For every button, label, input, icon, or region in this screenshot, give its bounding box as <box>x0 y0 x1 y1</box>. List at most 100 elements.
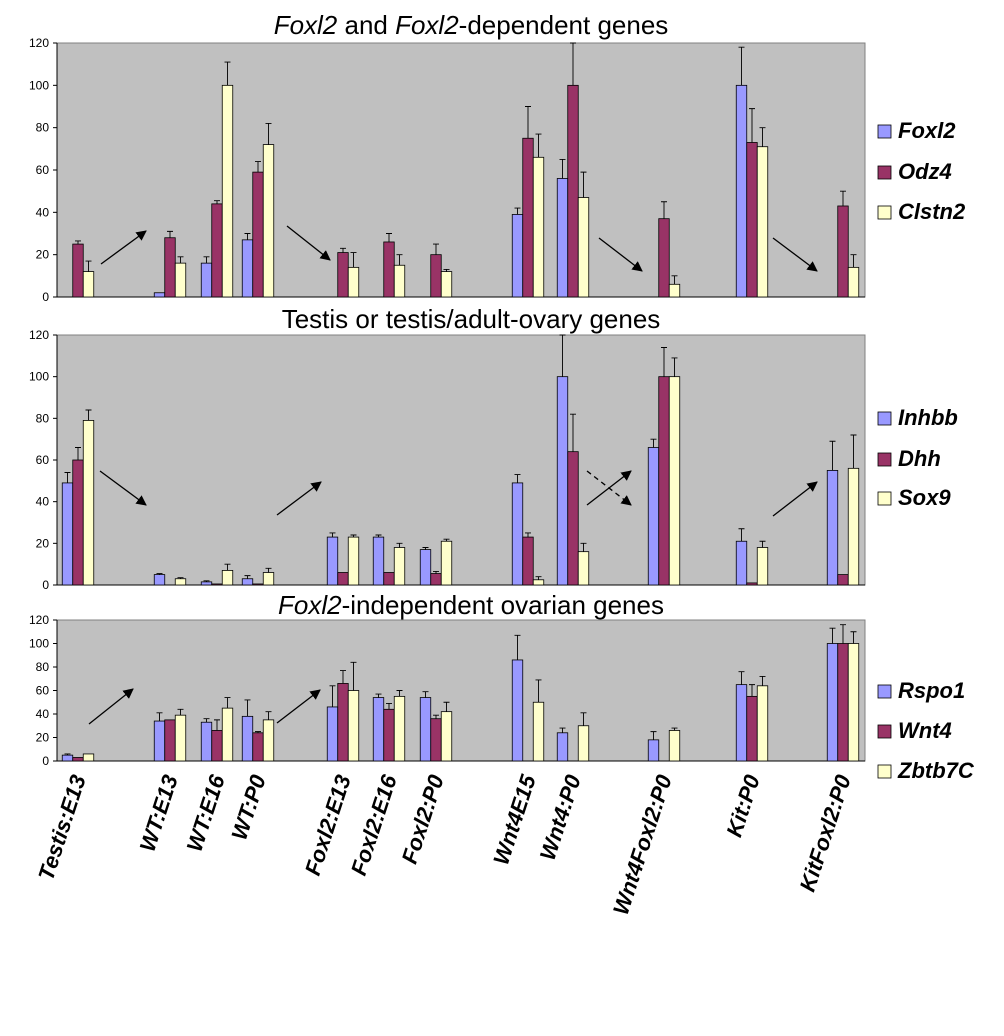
error-bar <box>671 275 678 285</box>
error-bar <box>265 122 272 145</box>
error-bar <box>759 127 766 147</box>
bar-foxl2-wnt4e15 <box>511 214 524 298</box>
error-bar <box>535 133 542 158</box>
error-bar <box>422 547 429 550</box>
bar-sox9-kitfoxl2-p0 <box>847 467 860 586</box>
bar-odz4-kit-p0 <box>746 142 758 298</box>
error-bar <box>214 719 220 731</box>
error-bar <box>559 727 566 733</box>
error-bar <box>738 671 745 685</box>
bar-rspo1-wnt4-p0 <box>556 732 569 762</box>
error-bar <box>514 634 521 660</box>
y-tick-label: 40 <box>36 205 50 219</box>
error-bar <box>433 714 439 719</box>
bar-inhbb-foxl2-e13 <box>326 536 339 586</box>
error-bar <box>214 200 220 204</box>
bar-foxl2-wt-e13 <box>153 292 166 298</box>
arrow <box>772 481 818 517</box>
y-tick-label: 0 <box>42 578 49 592</box>
y-tick-label: 20 <box>36 731 50 745</box>
y-tick-label: 0 <box>42 290 49 304</box>
legend-label: Sox9 <box>898 485 951 510</box>
bar-zbtb7c-wt-e13 <box>174 714 187 762</box>
bar-inhbb-wnt4foxl2-p0 <box>647 447 660 586</box>
category-label: Wnt4:P0 <box>535 771 586 863</box>
legend-label: Wnt4 <box>898 718 952 743</box>
error-bar <box>156 573 163 575</box>
error-bar <box>433 571 439 574</box>
error-bar <box>443 538 450 542</box>
error-bar <box>749 684 755 697</box>
error-bar <box>340 670 346 684</box>
panel-title: Testis or testis/adult-ovary genes <box>282 304 661 334</box>
error-bar <box>650 731 657 740</box>
error-bar <box>422 691 429 698</box>
y-tick-label: 60 <box>36 684 50 698</box>
y-tick-label: 40 <box>36 495 50 509</box>
bar-odz4-wt-e16 <box>211 203 223 298</box>
error-bar <box>525 106 531 139</box>
bar-dhh-wt-p0 <box>252 583 264 586</box>
bar-wnt4-foxl2-p0 <box>430 718 442 762</box>
bar-clstn2-foxl2-e16 <box>393 264 406 298</box>
bar-rspo1-foxl2-p0 <box>419 697 432 762</box>
error-bar <box>443 701 450 712</box>
error-bar <box>156 712 163 722</box>
error-bar <box>671 357 678 377</box>
arrow <box>276 689 321 724</box>
bar-odz4-wnt4foxl2-p0 <box>658 218 670 298</box>
y-tick-label: 40 <box>36 707 50 721</box>
bar-wnt4-kitfoxl2-p0 <box>837 643 849 762</box>
error-bar <box>829 440 836 471</box>
error-bar <box>535 679 542 703</box>
error-bar <box>850 434 857 469</box>
error-bar <box>829 627 836 644</box>
bar-odz4-wt-e13 <box>164 237 176 298</box>
chart-panel-3: 0 20 40 60 80 100 120 Foxl2-independent ovarian… <box>29 590 975 783</box>
bar-inhbb-kit-p0 <box>735 540 748 586</box>
bar-clstn2-kit-p0 <box>756 146 769 298</box>
y-tick-label: 60 <box>36 163 50 177</box>
bar-odz4-kitfoxl2-p0 <box>837 205 849 298</box>
category-label: WT:E13 <box>135 772 183 855</box>
error-bar <box>203 718 210 723</box>
error-bar <box>375 693 382 698</box>
bar-sox9-kit-p0 <box>756 547 769 586</box>
legend-swatch <box>877 165 892 180</box>
error-bar <box>75 240 81 245</box>
bar-inhbb-kitfoxl2-p0 <box>826 470 839 586</box>
bar-zbtb7c-foxl2-e13 <box>347 690 360 762</box>
bar-foxl2-wt-e16 <box>200 262 213 298</box>
bar-dhh-wnt4-p0 <box>567 451 579 586</box>
y-tick-label: 120 <box>29 328 49 342</box>
y-tick-label: 120 <box>29 613 49 627</box>
plot-area <box>56 334 866 586</box>
legend-swatch <box>877 764 892 779</box>
error-bar <box>559 158 566 179</box>
bar-zbtb7c-wt-p0 <box>262 719 275 762</box>
error-bar <box>203 580 210 582</box>
bar-wnt4-wt-e13 <box>164 719 176 762</box>
bar-rspo1-wnt4foxl2-p0 <box>647 739 660 762</box>
bar-zbtb7c-wnt4-p0 <box>577 725 590 762</box>
bar-inhbb-testis-e13 <box>61 482 74 586</box>
bar-inhbb-wnt4e15 <box>511 482 524 586</box>
bar-odz4-foxl2-e13 <box>337 252 349 298</box>
chart-panel-1: 0 20 40 60 80 100 120 Foxl2 and Foxl2-dependent… <box>29 10 966 304</box>
error-bar <box>224 61 231 86</box>
error-bar <box>671 727 678 731</box>
y-tick-label: 20 <box>36 536 50 550</box>
bar-dhh-foxl2-e13 <box>337 572 349 586</box>
bar-sox9-wt-p0 <box>262 572 275 586</box>
bar-dhh-wt-e16 <box>211 583 223 586</box>
legend-swatch <box>877 411 892 426</box>
arrow <box>100 230 147 265</box>
bar-zbtb7c-foxl2-p0 <box>440 711 453 762</box>
error-bar <box>350 661 357 691</box>
error-bar <box>224 697 231 709</box>
legend-swatch <box>877 205 892 220</box>
arrow <box>286 225 331 261</box>
bar-inhbb-wnt4-p0 <box>556 376 569 586</box>
legend-swatch <box>877 452 892 467</box>
error-bar <box>580 171 587 198</box>
